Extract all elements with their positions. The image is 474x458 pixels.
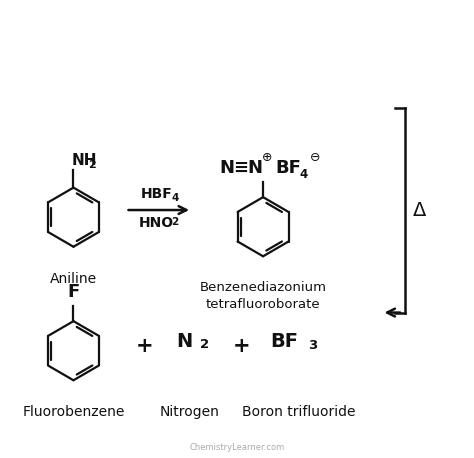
Text: ⊕: ⊕ xyxy=(262,151,272,164)
Text: Boron trifluoride: Boron trifluoride xyxy=(242,405,356,419)
Text: Aniline: Aniline xyxy=(50,272,97,285)
Text: 2: 2 xyxy=(200,338,209,351)
Text: 4: 4 xyxy=(172,193,179,203)
Text: Balz–Schiemann Reaction: Balz–Schiemann Reaction xyxy=(68,14,406,38)
Text: Benzenediazonium
tetrafluoroborate: Benzenediazonium tetrafluoroborate xyxy=(200,281,327,311)
Text: BF: BF xyxy=(270,332,299,351)
Text: BF: BF xyxy=(276,158,302,177)
Text: Δ: Δ xyxy=(413,201,426,219)
Text: N: N xyxy=(247,158,263,177)
Text: ⊖: ⊖ xyxy=(310,151,320,164)
Text: Nitrogen: Nitrogen xyxy=(160,405,219,419)
Text: ChemistryLearner.com: ChemistryLearner.com xyxy=(190,443,284,453)
Text: N: N xyxy=(176,332,192,351)
Text: +: + xyxy=(136,336,154,356)
Text: +: + xyxy=(233,336,251,356)
Text: F: F xyxy=(67,283,80,301)
Text: NH: NH xyxy=(72,153,98,168)
Text: Fluorobenzene: Fluorobenzene xyxy=(22,405,125,419)
Text: ≡: ≡ xyxy=(233,158,248,177)
Text: 3: 3 xyxy=(308,339,318,353)
Text: HNO: HNO xyxy=(139,216,174,230)
Text: 4: 4 xyxy=(300,168,308,181)
Text: 2: 2 xyxy=(172,217,179,227)
Text: 2: 2 xyxy=(88,159,95,169)
Text: N: N xyxy=(219,158,234,177)
Text: HBF: HBF xyxy=(141,187,172,202)
